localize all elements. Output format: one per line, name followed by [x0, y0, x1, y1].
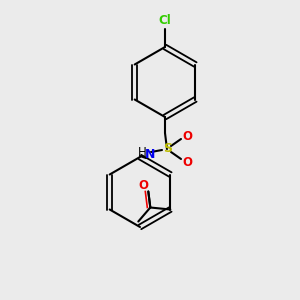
Text: N: N: [145, 148, 155, 160]
Text: O: O: [182, 130, 192, 142]
Text: Cl: Cl: [159, 14, 171, 27]
Text: H: H: [138, 146, 146, 158]
Text: O: O: [138, 179, 148, 192]
Text: S: S: [164, 142, 172, 155]
Text: O: O: [182, 155, 192, 169]
